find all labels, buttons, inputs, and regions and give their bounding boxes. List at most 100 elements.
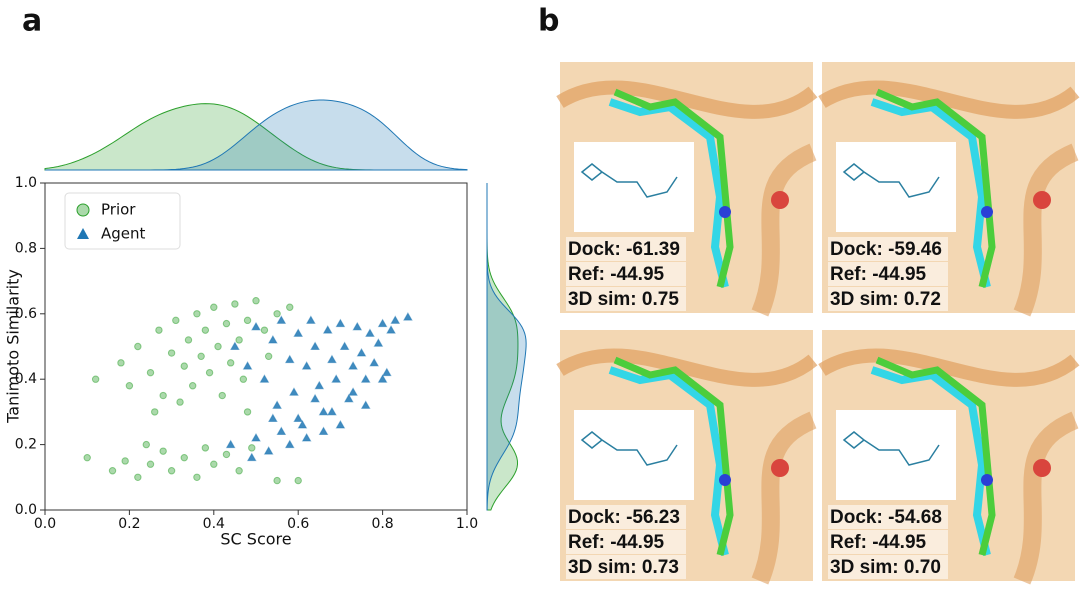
protein-ribbon	[556, 80, 818, 119]
point	[273, 476, 281, 485]
label-backdrop	[566, 287, 686, 311]
point	[180, 362, 188, 370]
point	[246, 452, 257, 462]
point	[121, 457, 129, 465]
point	[201, 444, 210, 452]
point	[230, 341, 240, 350]
pose-dock: Dock: -56.23	[568, 507, 680, 528]
structure-sketch	[842, 431, 940, 466]
pose-ref: Ref: -44.95	[830, 264, 927, 285]
label-backdrop	[566, 505, 686, 529]
point	[339, 341, 350, 350]
point	[172, 316, 180, 325]
pose-image: Dock: -56.23 Ref: -44.95 3D sim: 0.73	[556, 330, 818, 585]
label-backdrop	[828, 555, 948, 579]
point	[310, 393, 320, 403]
pose-ref: Ref: -44.95	[568, 264, 665, 285]
ligand-ref	[608, 98, 729, 288]
point	[146, 368, 155, 377]
label-backdrop	[828, 237, 948, 261]
label-backdrop	[828, 262, 948, 286]
point	[272, 400, 282, 409]
y-tick-label: 0.6	[15, 306, 37, 322]
point	[377, 318, 388, 328]
ligand-atom	[981, 474, 993, 486]
ligand-atom	[771, 191, 789, 209]
point	[284, 439, 295, 449]
point	[327, 406, 337, 416]
pose-image: Dock: -59.46 Ref: -44.95 3D sim: 0.72	[818, 62, 1080, 317]
point	[248, 444, 256, 452]
pose-sim: 3D sim: 0.70	[830, 557, 941, 578]
legend-box	[64, 192, 181, 250]
label-backdrop	[566, 262, 686, 286]
point	[108, 467, 117, 475]
point	[184, 336, 193, 344]
point	[268, 334, 278, 344]
ligand-docked	[613, 356, 734, 556]
ligand-atom	[981, 206, 993, 218]
y-tick-label: 0.0	[15, 502, 37, 518]
point	[327, 354, 337, 364]
point	[263, 446, 274, 455]
point	[276, 426, 287, 436]
legend-label: Prior	[101, 201, 136, 219]
pose-sim: 3D sim: 0.72	[830, 289, 941, 310]
point	[386, 325, 396, 334]
x-tick-label: 0.6	[287, 516, 309, 532]
point	[167, 467, 176, 475]
point	[231, 300, 239, 308]
point	[335, 419, 346, 429]
protein-ribbon	[818, 80, 1080, 119]
point	[218, 391, 226, 400]
point	[251, 433, 261, 442]
protein-ribbon	[751, 411, 817, 585]
structure-inset	[836, 410, 956, 500]
structure-sketch	[580, 163, 678, 198]
point	[142, 440, 150, 449]
density-curve	[486, 183, 527, 511]
point	[83, 453, 91, 462]
point	[322, 325, 333, 334]
protein-ribbon	[818, 348, 1080, 387]
point	[264, 352, 273, 361]
protein-ribbon	[751, 143, 817, 317]
x-tick-label: 1.0	[456, 516, 478, 532]
point	[360, 374, 371, 383]
y-tick-label: 0.4	[15, 371, 37, 387]
pose-sim: 3D sim: 0.75	[568, 289, 679, 310]
point	[360, 400, 371, 409]
label-backdrop	[828, 530, 948, 554]
protein-ribbon	[1013, 143, 1079, 317]
ligand-docked	[875, 88, 996, 288]
x-axis-label: SC Score	[220, 530, 291, 549]
point	[151, 408, 159, 416]
protein-ribbon	[556, 348, 818, 387]
point	[284, 354, 295, 364]
structure-sketch	[580, 431, 678, 466]
point	[343, 393, 354, 403]
panel-label: a	[22, 4, 42, 39]
point	[210, 303, 218, 311]
point	[210, 460, 218, 468]
point	[226, 359, 235, 367]
legend-marker	[76, 203, 90, 217]
structure-inset	[574, 410, 694, 500]
pose-dock: Dock: -54.68	[830, 507, 942, 528]
plot-frame	[44, 182, 468, 511]
pose-image: Dock: -54.68 Ref: -44.95 3D sim: 0.70	[818, 330, 1080, 585]
point	[134, 473, 142, 481]
point	[293, 328, 304, 337]
protein-ribbon	[1013, 411, 1079, 585]
point	[197, 352, 205, 361]
point	[134, 342, 142, 351]
point	[225, 439, 236, 449]
point	[155, 326, 163, 334]
point	[235, 467, 243, 475]
ligand-atom	[719, 474, 731, 486]
ligand-atom	[719, 206, 731, 218]
y-tick-label: 0.8	[15, 240, 37, 256]
point	[242, 361, 253, 370]
point	[331, 374, 342, 383]
